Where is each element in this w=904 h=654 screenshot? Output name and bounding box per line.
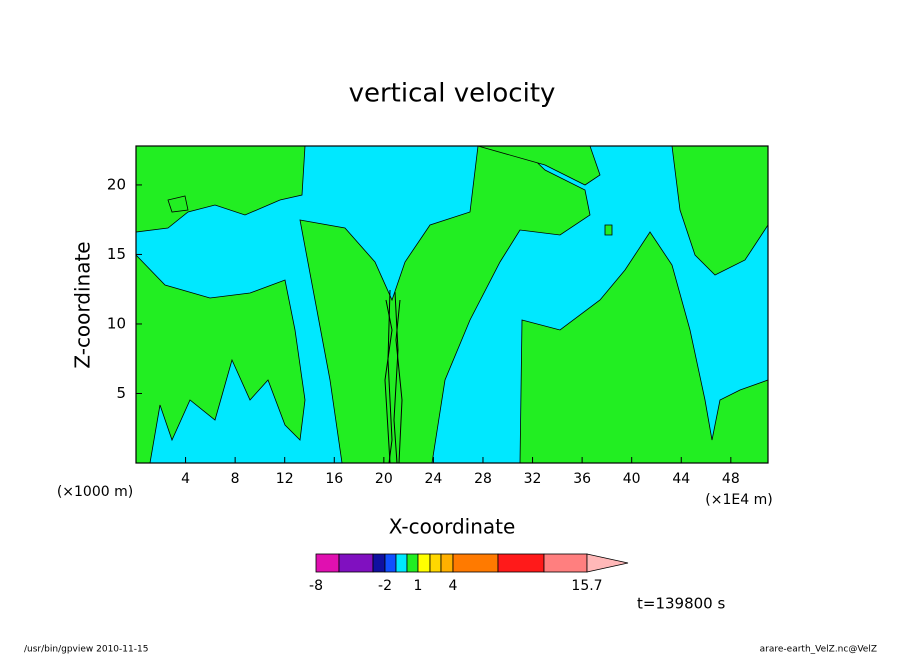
colorbar-box (440, 553, 454, 573)
contour-field (135, 145, 769, 464)
x-axis-label: X-coordinate (389, 515, 516, 539)
colorbar-box (406, 553, 419, 573)
colorbar-box (384, 553, 397, 573)
contour-region (604, 224, 613, 236)
colorbar-box (429, 553, 442, 573)
x-tick-label: 16 (325, 471, 343, 487)
contour-region (135, 254, 306, 464)
colorbar-box (395, 553, 408, 573)
y-tick-label: 5 (116, 384, 126, 402)
y-tick-label: 15 (107, 245, 126, 263)
colorbar-box (452, 553, 499, 573)
chart-title: vertical velocity (349, 79, 556, 109)
footer-right: arare-earth_VelZ.nc@VelZ (760, 645, 877, 654)
x-tick-label: 40 (623, 471, 641, 487)
colorbar-tick-label: -8 (309, 578, 323, 594)
contour-line (393, 291, 399, 464)
plot-frame (135, 145, 769, 464)
colorbar-box (417, 553, 431, 573)
y-tick-label: 10 (107, 314, 126, 332)
contour-region (519, 231, 769, 464)
x-tick-label: 20 (375, 471, 393, 487)
footer-left: /usr/bin/gpview 2010-11-15 (24, 645, 148, 654)
x-tick-label: 28 (474, 471, 492, 487)
colorbar-box (497, 553, 545, 573)
x-tick-label: 48 (722, 471, 740, 487)
colorbar-box (338, 553, 374, 573)
y-axis-label: Z-coordinate (71, 241, 95, 368)
contour-line (395, 299, 403, 464)
colorbar-tick-label: -2 (378, 578, 392, 594)
x-tick-label: 32 (524, 471, 542, 487)
contour-line (384, 299, 393, 464)
x-unit-right: (×1E4 m) (705, 492, 772, 508)
x-tick-label: 44 (672, 471, 690, 487)
annotation: t=139800 s (637, 595, 725, 613)
colorbar-box (543, 553, 588, 573)
colorbar-tick-label: 4 (449, 578, 458, 594)
x-tick-label: 4 (181, 471, 190, 487)
colorbar-tick-label: 15.7 (571, 578, 602, 594)
x-tick-label: 36 (573, 471, 591, 487)
x-unit-left: (×1000 m) (57, 484, 133, 500)
colorbar-box (315, 553, 340, 573)
y-tick-label: 20 (107, 175, 126, 193)
x-tick-label: 8 (231, 471, 240, 487)
x-tick-label: 12 (276, 471, 294, 487)
contour-region (167, 195, 189, 213)
contour-line (387, 289, 393, 464)
colorbar-box (372, 553, 386, 573)
colorbar-tick-label: 1 (414, 578, 423, 594)
colorbar-extension (586, 553, 629, 573)
x-tick-label: 24 (424, 471, 442, 487)
